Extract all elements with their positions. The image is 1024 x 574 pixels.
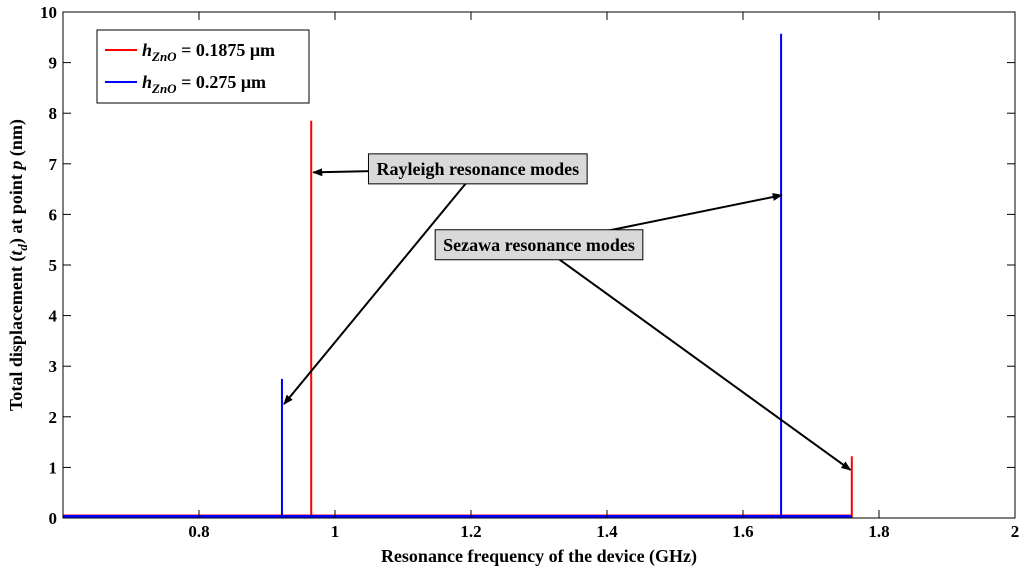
x-tick-label: 2 [1011,522,1020,541]
y-tick-label: 4 [49,307,58,326]
x-tick-label: 0.8 [188,522,209,541]
y-tick-label: 7 [49,155,58,174]
annotation-layer: Rayleigh resonance modes Sezawa resonance… [283,153,852,471]
annotation-box [434,229,644,261]
x-tick-label: 1.4 [596,522,618,541]
legend-label: hZnO = 0.1875 μm [142,40,275,64]
annotation-0: Rayleigh resonance modes [283,153,588,405]
x-tick-label: 1.2 [460,522,481,541]
y-tick-label: 0 [49,509,58,528]
y-tick-label: 8 [49,104,58,123]
x-tick-label: 1.6 [732,522,753,541]
legend-label: hZnO = 0.275 μm [142,72,266,96]
legend: hZnO = 0.1875 μm hZnO = 0.275 μm [96,29,310,104]
legend-box [96,29,310,104]
y-tick-label: 3 [49,357,58,376]
annotation-arrow [538,243,852,471]
y-tick-label: 2 [49,408,58,427]
annotation-label: Sezawa resonance modes [443,235,635,255]
x-tick-label: 1 [331,522,340,541]
series-layer [63,33,853,518]
y-tick-label: 5 [49,256,58,275]
y-tick-label: 1 [49,458,58,477]
annotation-1: Sezawa resonance modes [434,193,852,471]
y-tick-label: 6 [49,205,58,224]
tick-layer: 0.8 1 1.2 1.4 1.6 1.8 2 0 1 2 3 4 5 6 7 8 9 10 [40,3,1019,541]
series-1 [63,33,852,518]
y-axis-label: Total displacement (td) at point p (nm) [6,119,30,411]
y-tick-label: 9 [49,54,58,73]
annotation-arrow [283,168,479,405]
annotation-box [367,153,588,185]
x-tick-label: 1.8 [868,522,889,541]
x-axis-label: Resonance frequency of the device (GHz) [381,546,697,567]
annotation-label: Rayleigh resonance modes [376,159,579,179]
y-tick-label: 10 [40,3,57,22]
